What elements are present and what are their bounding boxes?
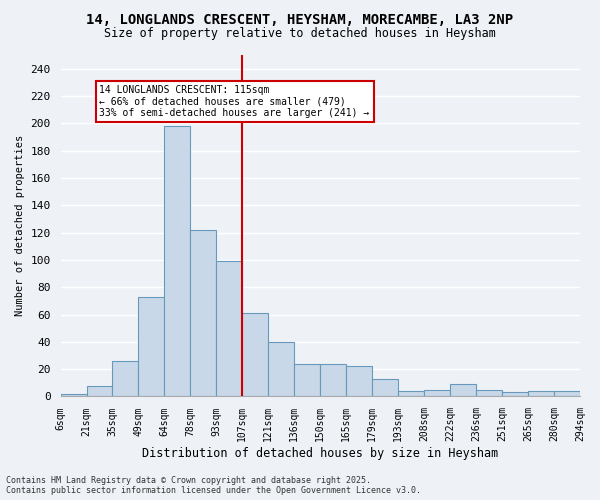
Bar xyxy=(372,378,398,396)
Bar xyxy=(424,390,450,396)
Bar xyxy=(398,391,424,396)
Bar xyxy=(112,361,139,396)
Bar xyxy=(242,313,268,396)
Bar xyxy=(502,392,528,396)
Bar xyxy=(86,386,112,396)
Text: Size of property relative to detached houses in Heysham: Size of property relative to detached ho… xyxy=(104,28,496,40)
Text: 14 LONGLANDS CRESCENT: 115sqm
← 66% of detached houses are smaller (479)
33% of : 14 LONGLANDS CRESCENT: 115sqm ← 66% of d… xyxy=(100,85,370,118)
Bar xyxy=(450,384,476,396)
Bar xyxy=(528,391,554,396)
Bar xyxy=(217,261,242,396)
Bar xyxy=(294,364,320,396)
Text: 14, LONGLANDS CRESCENT, HEYSHAM, MORECAMBE, LA3 2NP: 14, LONGLANDS CRESCENT, HEYSHAM, MORECAM… xyxy=(86,12,514,26)
Y-axis label: Number of detached properties: Number of detached properties xyxy=(15,135,25,316)
Bar xyxy=(346,366,372,396)
X-axis label: Distribution of detached houses by size in Heysham: Distribution of detached houses by size … xyxy=(142,447,499,460)
Bar xyxy=(164,126,190,396)
Text: Contains HM Land Registry data © Crown copyright and database right 2025.
Contai: Contains HM Land Registry data © Crown c… xyxy=(6,476,421,495)
Bar xyxy=(139,297,164,396)
Bar xyxy=(190,230,217,396)
Bar xyxy=(268,342,294,396)
Bar xyxy=(476,390,502,396)
Bar xyxy=(61,394,86,396)
Bar xyxy=(320,364,346,396)
Bar xyxy=(554,391,580,396)
